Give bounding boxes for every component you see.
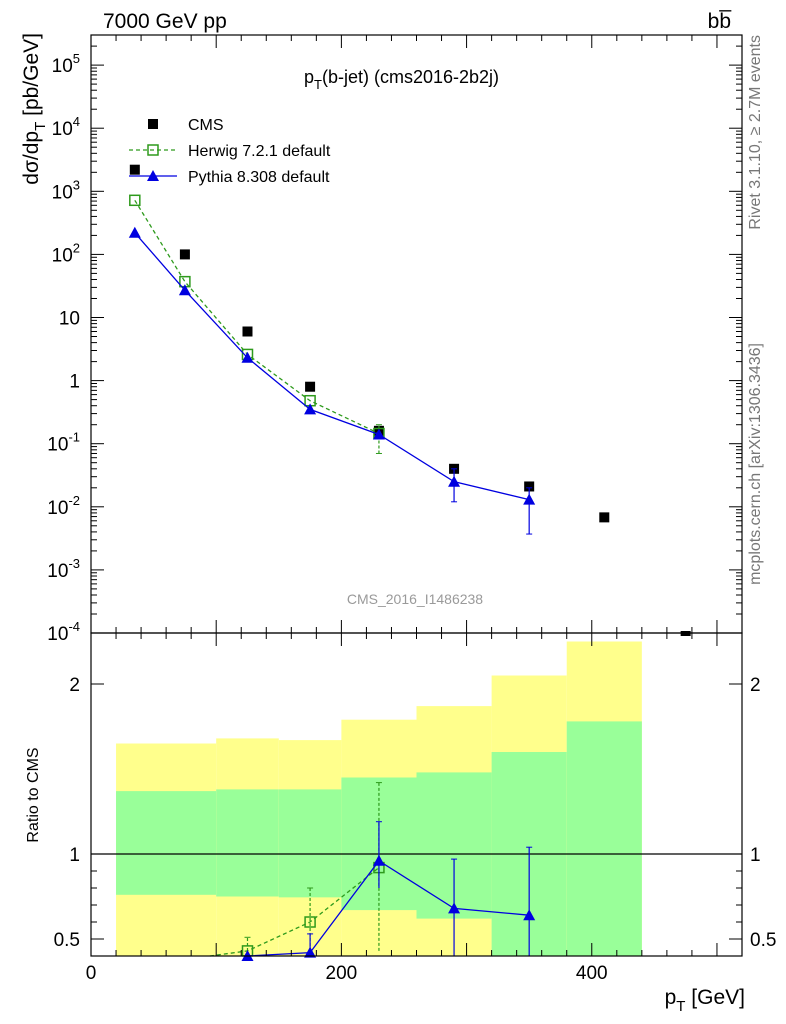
y-tick-exp: 5 [73, 51, 80, 66]
ratio-point [523, 909, 536, 921]
main-data-marks [128, 164, 691, 636]
y-tick-label: 10-4 [47, 619, 80, 645]
data-point [179, 249, 190, 260]
uncertainty-band-green [278, 789, 342, 898]
y-tick-label: 10 [59, 309, 80, 330]
data-point [448, 475, 461, 487]
process-label: bb̅ [708, 10, 733, 33]
ratio-ticks: 0 200 400 0.5 0.5 1 1 2 2 [54, 633, 776, 984]
ratio-point [372, 854, 385, 866]
y-tick-base: 10 [47, 435, 68, 456]
main-title: pT(b-jet) (cms2016-2b2j) [304, 67, 499, 92]
y-tick-exp: -3 [68, 556, 80, 571]
ratio-y-tick-label-right: 0.5 [750, 930, 776, 951]
data-point [304, 403, 317, 415]
ratio-y-tick-label-right: 1 [750, 845, 761, 866]
y-tick-base: 10 [47, 498, 68, 519]
x-tick-label: 200 [326, 963, 358, 984]
main-y-axis-label: dσ/dpT [pb/GeV] [20, 33, 49, 185]
main-y-label-sub: T [32, 122, 49, 131]
data-point [523, 493, 536, 505]
watermark: CMS_2016_I1486238 [347, 591, 483, 607]
x-label-unit: [GeV] [685, 986, 745, 1009]
y-tick-label: 104 [52, 114, 80, 140]
legend-label: Herwig 7.2.1 default [188, 143, 331, 160]
main-title-sub: T [314, 77, 322, 92]
y-tick-label: 105 [52, 51, 80, 77]
y-tick-base: 10 [52, 182, 73, 203]
uncertainty-band-green [116, 791, 217, 895]
series-line [134, 199, 380, 435]
legend-label: CMS [188, 117, 224, 134]
data-point [178, 284, 191, 296]
x-label-sub: T [676, 998, 685, 1015]
y-tick-base: 10 [47, 624, 68, 645]
data-point [128, 226, 141, 238]
y-tick-exp: 3 [73, 177, 80, 192]
main-y-label-unit: [pb/GeV] [20, 33, 43, 122]
ratio-point [304, 916, 316, 928]
ratio-y-tick-label-right: 2 [750, 675, 761, 696]
y-tick-label: 1 [69, 372, 80, 393]
energy-label: 7000 GeV pp [103, 10, 227, 33]
y-tick-exp: -4 [68, 619, 80, 634]
x-label-p: p [665, 986, 677, 1009]
ratio-y-tick-label-left: 2 [69, 675, 80, 696]
data-point [599, 512, 610, 523]
y-tick-base: 10 [47, 561, 68, 582]
legend: CMS Herwig 7.2.1 default Pythia 8.308 defa… [129, 117, 331, 186]
ratio-y-tick-label-left: 1 [69, 845, 80, 866]
ratio-data-marks [91, 641, 742, 961]
legend-marker [147, 144, 159, 156]
y-tick-base: 10 [52, 245, 73, 266]
y-tick-base: 10 [52, 119, 73, 140]
data-point [372, 428, 385, 440]
side-label-bottom: mcplots.cern.ch [arXiv:1306.3436] [747, 343, 764, 585]
legend-label: Pythia 8.308 default [188, 169, 330, 186]
uncertainty-band-green [566, 721, 642, 956]
y-tick-base: 10 [52, 56, 73, 77]
y-tick-label: 102 [52, 240, 80, 266]
y-tick-exp: -1 [68, 430, 80, 445]
ratio-panel: 0 200 400 0.5 0.5 1 1 2 2 Ratio to CMS pT [GeV] [25, 632, 776, 1015]
y-tick-exp: 4 [73, 114, 80, 129]
side-label-top: Rivet 3.1.10, ≥ 2.7M events [747, 35, 764, 230]
y-tick-label: 10-1 [47, 430, 80, 456]
ratio-point [448, 902, 461, 914]
y-tick-label: 103 [52, 177, 80, 203]
data-point [129, 194, 141, 207]
data-point [129, 164, 140, 175]
uncertainty-band-green [216, 789, 279, 897]
x-tick-label: 0 [86, 963, 97, 984]
y-tick-exp: -2 [68, 493, 80, 508]
data-point [242, 326, 253, 337]
data-point [305, 381, 316, 392]
series-line [134, 232, 530, 501]
x-axis-label: pT [GeV] [665, 986, 745, 1015]
y-tick-label: 10-3 [47, 556, 80, 582]
ratio-line [209, 867, 380, 957]
main-y-label-text: dσ/dp [20, 131, 43, 185]
main-title-rest: (b-jet) (cms2016-2b2j) [322, 67, 499, 87]
ratio-y-axis-label: Ratio to CMS [25, 747, 42, 842]
y-tick-exp: 2 [73, 240, 80, 255]
x-tick-label: 400 [576, 963, 608, 984]
y-tick-label: 10-2 [47, 493, 80, 519]
data-point [524, 481, 535, 492]
ratio-point [304, 946, 317, 958]
ratio-y-tick-label-left: 0.5 [54, 930, 80, 951]
legend-marker [147, 170, 159, 181]
legend-marker [148, 119, 158, 129]
data-point [241, 351, 254, 363]
main-title-p: p [304, 67, 314, 87]
